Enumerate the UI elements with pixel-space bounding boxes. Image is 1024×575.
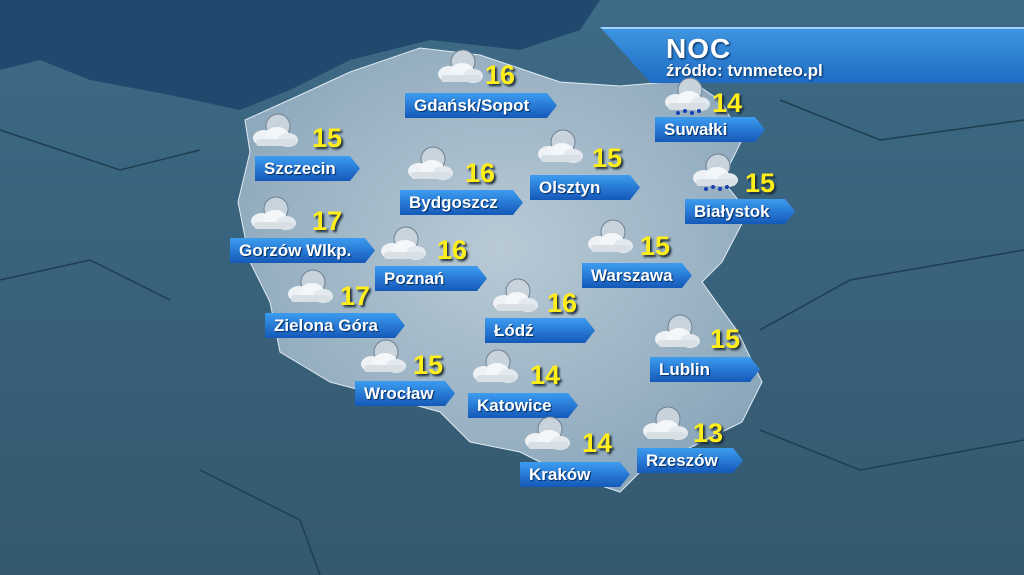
moon-cloud-icon <box>525 416 570 450</box>
city-label: Rzeszów <box>637 448 743 473</box>
temperature: 14 <box>582 428 613 458</box>
moon-cloud-icon <box>408 146 453 180</box>
city-label: Warszawa <box>582 263 692 288</box>
temperature: 15 <box>640 231 671 261</box>
moon-cloud-rain-icon <box>665 77 710 115</box>
city-label: Lublin <box>650 357 760 382</box>
temperature: 17 <box>340 281 371 311</box>
temperature: 13 <box>693 418 724 448</box>
temperature: 14 <box>530 360 561 390</box>
moon-cloud-icon <box>643 406 688 440</box>
city-label: Zielona Góra <box>265 313 405 338</box>
city-label: Łódź <box>485 318 595 343</box>
temperature: 14 <box>712 88 743 118</box>
city-label: Wrocław <box>355 381 455 406</box>
city-label: Kraków <box>520 462 630 487</box>
city-label: Olsztyn <box>530 175 640 200</box>
source-text: źródło: tvnmeteo.pl <box>666 61 823 80</box>
temperature: 16 <box>485 60 516 90</box>
baltic-sea <box>0 0 600 110</box>
moon-cloud-icon <box>288 269 333 303</box>
temperature: 16 <box>437 235 468 265</box>
moon-cloud-icon <box>361 339 406 373</box>
borders <box>0 99 1024 575</box>
city-label: Gorzów Wlkp. <box>230 238 375 263</box>
temperature: 17 <box>312 206 343 236</box>
city-label: Suwałki <box>655 117 765 142</box>
city-label: Białystok <box>685 199 795 224</box>
city-label: Katowice <box>468 393 578 418</box>
header-banner: NOC źródło: tvnmeteo.pl <box>600 27 1024 83</box>
temperature: 16 <box>465 158 496 188</box>
moon-cloud-rain-icon <box>693 153 738 191</box>
moon-cloud-icon <box>251 196 296 230</box>
moon-cloud-icon <box>588 219 633 253</box>
city-label: Poznań <box>375 266 487 291</box>
temperature: 15 <box>745 168 776 198</box>
temperature: 15 <box>710 324 741 354</box>
moon-cloud-icon <box>493 278 538 312</box>
moon-cloud-icon <box>655 314 700 348</box>
temperature: 15 <box>592 143 623 173</box>
moon-cloud-icon <box>473 349 518 383</box>
moon-cloud-icon <box>253 113 298 147</box>
city-label: Szczecin <box>255 156 360 181</box>
temperature: 16 <box>547 288 578 318</box>
temperature: 15 <box>312 123 343 153</box>
moon-cloud-icon <box>538 129 583 163</box>
temperature: 15 <box>413 350 444 380</box>
city-label: Bydgoszcz <box>400 190 523 215</box>
period-title: NOC <box>666 33 732 64</box>
city-label: Gdańsk/Sopot <box>405 93 557 118</box>
moon-cloud-icon <box>381 226 426 260</box>
moon-cloud-icon <box>438 49 483 83</box>
